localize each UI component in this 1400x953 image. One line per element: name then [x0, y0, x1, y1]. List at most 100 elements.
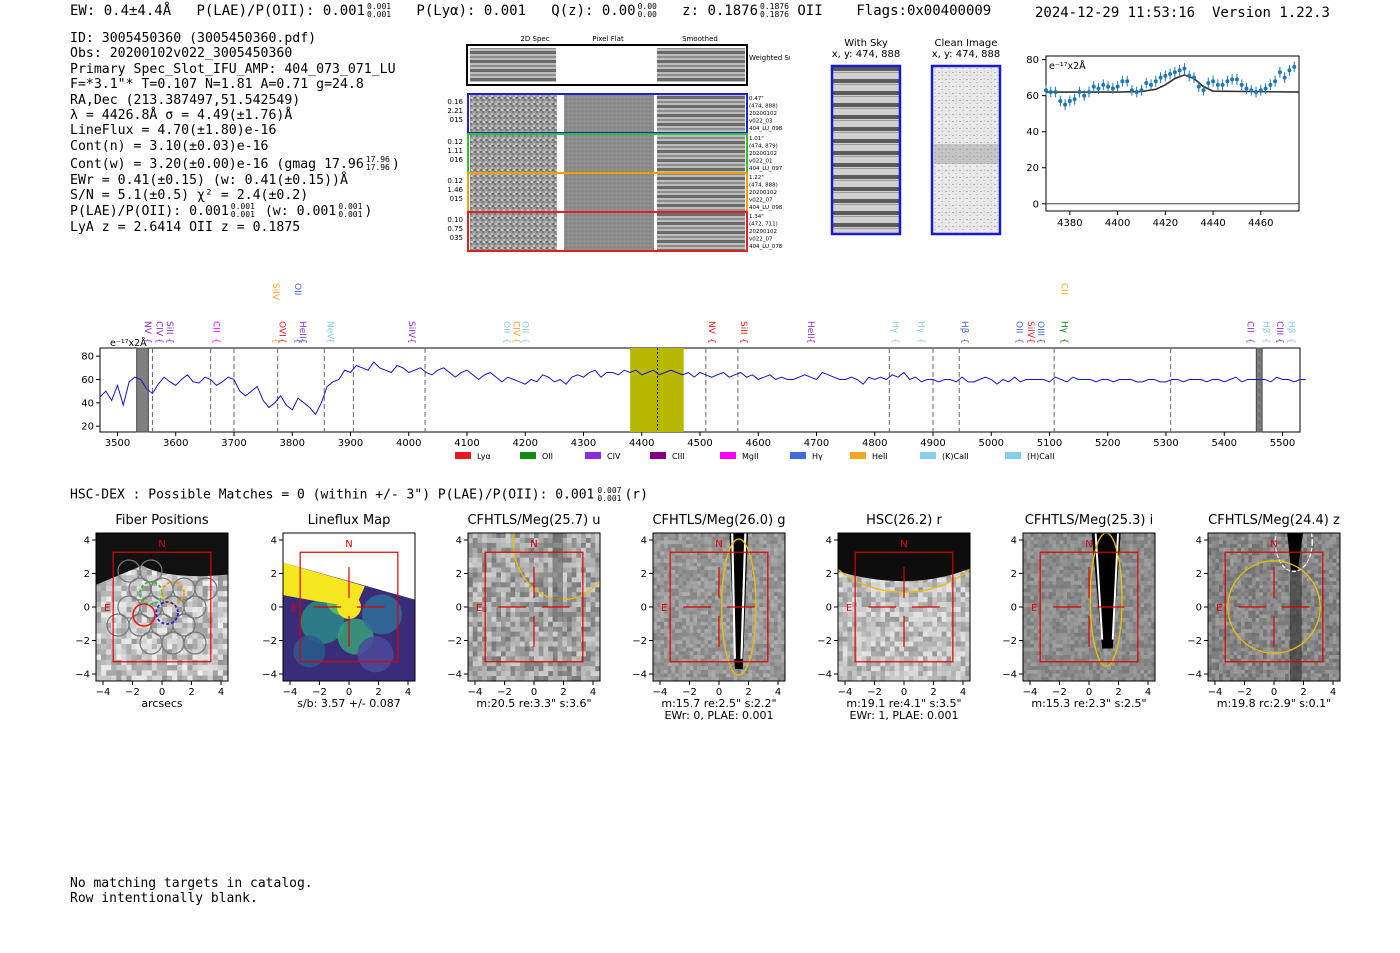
panel-xtick-label: 2 [188, 687, 194, 698]
cutout-block: 2D Spec Pixel Flat Smoothed Weighted Sum… [440, 33, 800, 258]
cutout-smooth [657, 95, 745, 132]
panel-ytick-label: 2 [84, 569, 90, 580]
panel-xtick-label: −4 [1208, 687, 1223, 698]
zoom-point [1153, 79, 1158, 84]
zoom-point [1263, 86, 1268, 91]
panel-ytick-label: −4 [75, 670, 90, 681]
cutout-2d [470, 95, 557, 132]
full-xtick-label: 4400 [629, 438, 654, 449]
panel-xtick-label: 4 [1330, 687, 1336, 698]
full-xtick-label: 4300 [571, 438, 596, 449]
info-lyaz: LyA z = 2.6414 OII z = 0.1875 [70, 219, 301, 235]
info-plae-lo: 0.001 [230, 210, 255, 220]
info-plae-text: P(LAE)/P(OII): 0.001 [70, 204, 229, 220]
panel-content [1023, 533, 1155, 681]
cutout-left-stat: 0.75 [447, 225, 463, 233]
cutout-right-stat: 20200102 [749, 229, 777, 235]
panel-content [96, 533, 228, 681]
panel-caption: arcsecs [70, 698, 254, 710]
zoom-point [1129, 88, 1134, 93]
full-xtick-label: 5500 [1270, 438, 1295, 449]
panel-ytick-label: 0 [1196, 603, 1202, 614]
cutout-right-stat: 404_LU_097 [749, 166, 783, 172]
panel-image: N E −4 −4 −2 −2 0 0 2 2 4 4 [75, 532, 229, 698]
zoom-ytick-label: 0 [1033, 199, 1039, 210]
line-label: SiIV [1025, 321, 1035, 339]
panel-xtick-label: −4 [653, 687, 668, 698]
cutout-right-stat: (474, 888) [749, 104, 778, 110]
zoom-point [1082, 93, 1087, 98]
line-label: OII [519, 321, 529, 333]
panel-caption: m:15.7 re:2.5" s:2.2" EWr: 0, PLAE: 0.001 [627, 698, 811, 722]
line-label: OVI [277, 321, 287, 337]
fiber-circle [194, 577, 218, 601]
image-panel-lineflux: Lineflux Map N E −4 −4 −2 −2 0 0 2 2 4 4 s/b: 3.57 +/… [257, 511, 437, 726]
cutout-left-stat: 0.12 [447, 138, 463, 146]
panel-xtick-label: 2 [375, 687, 381, 698]
full-ytick-label: 60 [81, 375, 94, 386]
cutout-left-stat: 1.46 [447, 186, 463, 194]
weighted-sum-smooth [657, 48, 745, 82]
line-label-brace: { [1058, 338, 1068, 344]
cutout-left-stat: 2.21 [447, 107, 463, 115]
panel-xtick-label: 4 [218, 687, 224, 698]
zoom-point [1268, 82, 1273, 87]
line-label-brace: { [142, 338, 152, 344]
plae-lo: 0.001 [367, 10, 392, 19]
panel-xtick-label: 2 [745, 687, 751, 698]
source-ellipse [512, 533, 600, 601]
zoom-point [1086, 90, 1091, 95]
cutout-left-stat: 035 [450, 234, 463, 242]
qz-value: Q(z): 0.00 [551, 3, 636, 19]
info-lambda: λ = 4426.8Å σ = 4.49(±1.76)Å [70, 108, 293, 124]
panel-image: N E −4 −4 −2 −2 0 0 2 2 4 4 [1002, 532, 1156, 698]
panel-ytick-label: 0 [641, 603, 647, 614]
full-ytick-label: 40 [81, 398, 94, 409]
footer-line-1: No matching targets in catalog. [70, 876, 313, 891]
cutout-2d [470, 213, 557, 250]
panel-xtick-label: −2 [682, 687, 697, 698]
east-label: E [846, 603, 852, 614]
zoom-xtick-label: 4420 [1153, 218, 1178, 229]
cutout-right-stat: 1.22" [749, 175, 764, 181]
zoom-point [1292, 64, 1297, 69]
aperture-box [112, 551, 212, 663]
zoom-point [1072, 97, 1077, 102]
full-unit-label: e⁻¹⁷x2Å [110, 337, 147, 349]
zoom-point [1091, 84, 1096, 89]
panel-xtick-label: 0 [1086, 687, 1092, 698]
full-xtick-label: 4200 [513, 438, 538, 449]
cutout-left-stat: 0.12 [447, 177, 463, 185]
info-contn: Cont(n) = 3.10(±0.03)e-16 [70, 138, 269, 154]
panel-content [468, 533, 600, 681]
panel-ytick-label: 0 [1011, 603, 1017, 614]
panel-ytick-label: 4 [1196, 536, 1202, 547]
panel-image: N E −4 −4 −2 −2 0 0 2 2 4 4 [632, 532, 786, 698]
zoom-point [1144, 81, 1149, 86]
east-label: E [476, 603, 482, 614]
info-contw: Cont(w) = 3.20(±0.00)e-16 (gmag 17.96 17.… [70, 155, 400, 173]
zoom-xtick-label: 4380 [1057, 218, 1082, 229]
legend-label: HeII [872, 452, 888, 461]
panel-xtick-label: −2 [497, 687, 512, 698]
hsc-summary-text: HSC-DEX : Possible Matches = 0 (within +… [70, 487, 595, 503]
zoom-point [1258, 88, 1263, 93]
panel-image: N E −4 −4 −2 −2 0 0 2 2 4 4 [817, 532, 971, 698]
line-label: Hγ [1058, 321, 1068, 334]
line-label: CIV [154, 321, 164, 337]
line-label: SiII [164, 321, 174, 335]
line-label: Hβ [1260, 321, 1270, 334]
image-panel-g: CFHTLS/Meg(26.0) g N E −4 −4 −2 −2 0 0 2 2 4 4 m:15.7… [627, 511, 807, 726]
panel-caption-line-1: m:20.5 re:3.3" s:3.6" [476, 697, 592, 710]
zoom-point [1158, 75, 1163, 80]
panel-ytick-label: 0 [271, 603, 277, 614]
full-xtick-label: 4900 [920, 438, 945, 449]
panel-caption: m:15.3 re:2.3" s:2.5" [997, 698, 1181, 710]
panel-caption-line-1: m:15.7 re:2.5" s:2.2" [661, 697, 777, 710]
panel-caption-line-1: m:19.1 re:4.1" s:3.5" [846, 697, 962, 710]
full-xtick-label: 3900 [338, 438, 363, 449]
panel-ytick-label: 4 [84, 536, 90, 547]
legend-swatch [520, 452, 536, 459]
with-sky-title-text: With Sky [844, 38, 888, 49]
line-label-brace: { [706, 338, 716, 344]
